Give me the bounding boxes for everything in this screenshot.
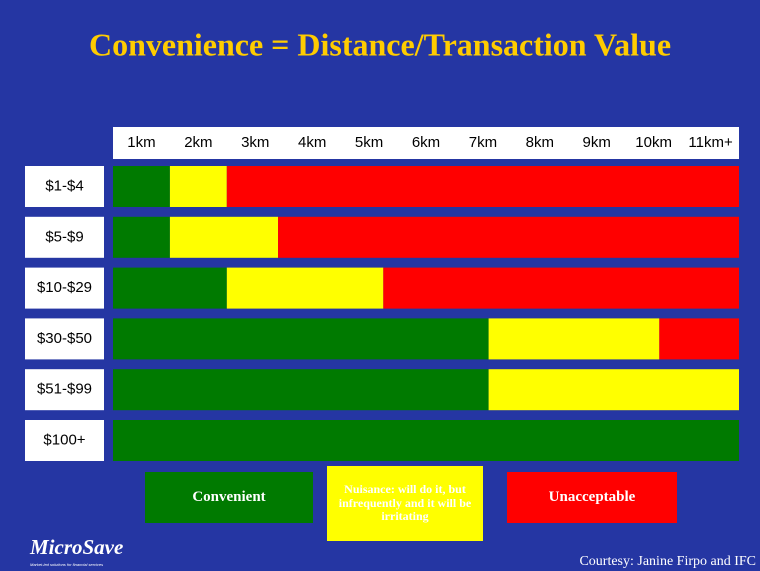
row-label-box	[25, 216, 104, 258]
slide-title: Convenience = Distance/Transaction Value	[89, 26, 671, 62]
row-label-box	[25, 318, 104, 360]
bar-segment	[113, 267, 227, 309]
bar-segment	[113, 166, 170, 207]
row-label: $1-$4	[45, 177, 83, 194]
legend-label-box: Unacceptable	[548, 488, 636, 505]
column-label: 1km	[127, 134, 155, 151]
bar-segment	[488, 369, 739, 411]
bar-segment	[226, 166, 739, 207]
legend-swatch	[507, 472, 677, 523]
bar-segment	[278, 216, 739, 258]
column-label: 4km	[298, 134, 326, 151]
bar-segment	[113, 216, 170, 258]
legend-label: Unacceptable	[548, 488, 636, 505]
legend-label-box: Nuisance: will do it, but infrequently a…	[338, 481, 472, 524]
column-label: 2km	[184, 134, 212, 151]
legend-label: Convenient	[192, 488, 266, 505]
row-label-box	[25, 166, 104, 207]
row-label-box	[25, 267, 104, 309]
bar-segment	[226, 267, 384, 309]
bar-segment	[383, 267, 739, 309]
bar-segment	[488, 318, 660, 360]
row-label: $5-$9	[45, 228, 83, 245]
legend-swatch	[145, 472, 313, 523]
column-label: 11km+	[688, 134, 733, 151]
column-label: 3km	[241, 134, 269, 151]
column-label: 6km	[412, 134, 440, 151]
credit: Courtesy: Janine Firpo and IFC	[579, 554, 756, 569]
logo: MicroSave	[29, 535, 123, 559]
logo-tagline: Market-led solutions for financial servi…	[30, 562, 103, 567]
legend-label: Nuisance: will do it, but infrequently a…	[338, 481, 472, 524]
legend-swatch	[327, 466, 483, 541]
column-label: 8km	[526, 134, 554, 151]
row-label: $51-$99	[37, 381, 92, 398]
bar-segment	[659, 318, 739, 360]
column-label: 9km	[583, 134, 611, 151]
row-label: $10-$29	[37, 279, 92, 296]
row-label-box	[25, 420, 104, 461]
column-label: 10km	[635, 134, 672, 151]
column-header	[113, 127, 739, 159]
column-label: 7km	[469, 134, 497, 151]
bar-segment	[113, 318, 489, 360]
bar-segment	[113, 369, 489, 411]
row-label: $100+	[43, 431, 85, 448]
bar-segment	[169, 166, 227, 207]
row-label-box	[25, 369, 104, 411]
legend-label-box: Convenient	[192, 488, 266, 505]
row-label: $30-$50	[37, 330, 92, 347]
column-label: 5km	[355, 134, 383, 151]
bar-segment	[113, 420, 739, 461]
bar-segment	[169, 216, 279, 258]
